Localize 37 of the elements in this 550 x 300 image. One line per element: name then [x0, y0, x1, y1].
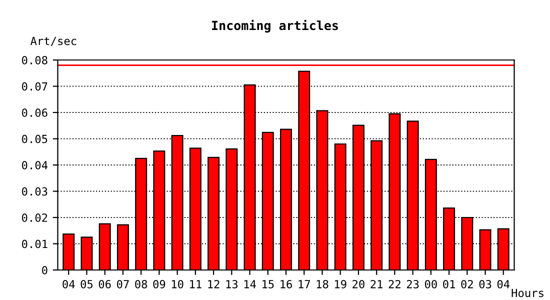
x-tick-label: 18 [316, 280, 328, 288]
x-tick-label: 12 [208, 280, 220, 288]
x-tick-label: 08 [135, 280, 148, 288]
x-tick-label: 10 [172, 280, 184, 288]
y-tick-label: 0.03 [22, 187, 48, 196]
x-tick-label: 04 [497, 280, 510, 288]
x-tick-label: 05 [80, 280, 93, 288]
y-tick-label: 0.05 [22, 134, 48, 144]
x-tick-label: 03 [479, 280, 492, 288]
x-tick-label: 04 [62, 280, 75, 288]
x-tick-label: 06 [98, 280, 111, 288]
x-tick-label: 00 [424, 280, 437, 288]
y-tick-label: 0.02 [22, 214, 48, 222]
x-tick-label: 22 [388, 280, 400, 288]
x-tick-label: 15 [262, 280, 274, 288]
x-tick-label: 09 [153, 280, 166, 288]
y-tick-label: 0.04 [22, 161, 48, 170]
x-tick-label: 01 [443, 280, 455, 288]
y-tick-label: 0.08 [22, 56, 48, 64]
x-tick-label: 19 [334, 280, 346, 288]
x-tick-label: 07 [116, 280, 129, 288]
x-tick-label: 23 [406, 280, 419, 288]
x-tick-label: 20 [352, 280, 364, 288]
x-tick-label: 16 [280, 280, 292, 288]
x-tick-label: 02 [461, 280, 473, 288]
y-tick-label: 0.06 [22, 108, 48, 117]
chart-title: Incoming articles [212, 20, 338, 33]
x-axis-title: Hours [512, 288, 544, 298]
y-tick-label: 0 [42, 266, 48, 274]
x-tick-label: 13 [226, 280, 238, 288]
y-axis-title: Art/sec [30, 36, 76, 46]
x-tick-label: 14 [244, 280, 256, 288]
x-tick-label: 21 [370, 280, 383, 288]
x-tick-label: 11 [190, 280, 202, 288]
y-tick-label: 0.01 [22, 240, 48, 248]
x-tick-label: 17 [298, 280, 310, 288]
y-tick-label: 0.07 [22, 82, 48, 91]
